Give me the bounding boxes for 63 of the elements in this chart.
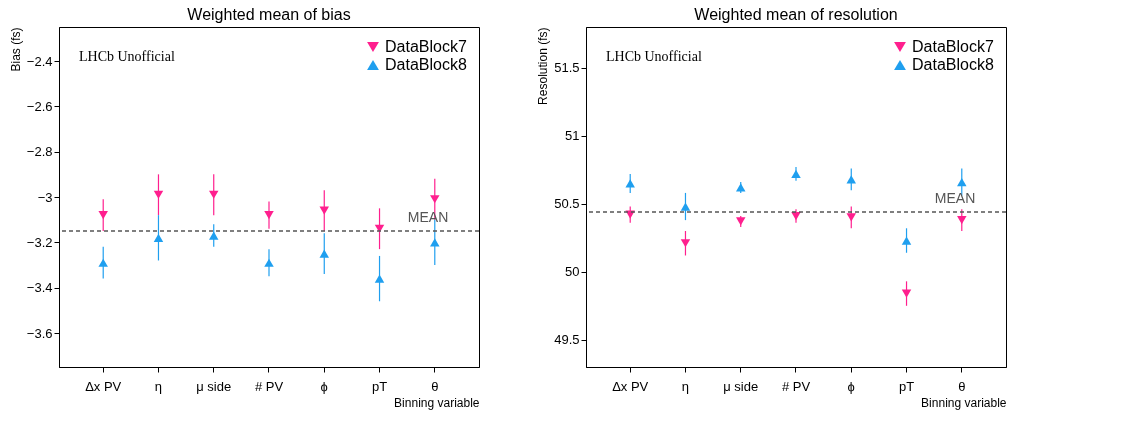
legend-label: DataBlock7 — [385, 38, 467, 55]
point — [846, 213, 857, 222]
point — [98, 211, 108, 220]
chart-title: Weighted mean of bias — [187, 6, 351, 23]
x-tick-label: η — [681, 378, 690, 394]
annotation: LHCb Unofficial — [606, 49, 702, 64]
point — [98, 258, 108, 267]
point — [153, 233, 164, 242]
y-tick-label: −2.6 — [26, 98, 53, 114]
y-tick-label: −2.4 — [26, 53, 53, 69]
point — [901, 289, 912, 298]
y-tick-label: 50.5 — [554, 196, 580, 212]
annotation: LHCb Unofficial — [79, 49, 175, 64]
x-axis-title: Binning variable — [921, 395, 1007, 410]
point — [319, 249, 330, 258]
point — [153, 190, 164, 199]
point — [264, 211, 274, 220]
y-tick-label: 49.5 — [554, 332, 580, 348]
legend-label: DataBlock8 — [385, 56, 467, 73]
y-tick-label: −3 — [37, 189, 53, 205]
legend-label: DataBlock7 — [912, 38, 994, 55]
point — [319, 206, 330, 215]
y-tick-label: −3.2 — [26, 234, 53, 250]
x-tick-label: Δx PV — [612, 378, 649, 394]
y-tick-label: 51 — [565, 128, 580, 144]
point — [208, 231, 219, 240]
point — [374, 274, 385, 283]
point — [735, 183, 746, 192]
point — [430, 238, 440, 247]
point — [957, 177, 967, 187]
x-tick-label: θ — [958, 378, 966, 394]
x-tick-label: ϕ — [847, 378, 855, 394]
legend-label: DataBlock8 — [912, 56, 994, 73]
x-axis-title: Binning variable — [394, 395, 480, 410]
y-tick-label: −2.8 — [26, 144, 53, 160]
chart-title: Weighted mean of resolution — [694, 6, 898, 23]
y-axis-title: Bias (fs) — [8, 27, 23, 72]
x-tick-label: Δx PV — [85, 378, 122, 394]
x-tick-label: η — [154, 378, 163, 394]
x-tick-label: μ side — [723, 378, 759, 394]
x-tick-label: pT — [898, 378, 915, 394]
point — [791, 169, 801, 178]
x-tick-label: # PV — [781, 378, 811, 394]
point — [430, 195, 440, 204]
y-tick-label: 51.5 — [554, 60, 580, 76]
y-tick-label: −3.6 — [26, 325, 53, 341]
x-tick-label: pT — [371, 378, 388, 394]
point — [680, 239, 691, 248]
point — [735, 217, 746, 226]
x-tick-label: θ — [431, 378, 439, 394]
point — [264, 258, 274, 267]
x-tick-label: ϕ — [320, 378, 328, 394]
point — [901, 236, 912, 245]
x-tick-label: μ side — [196, 378, 232, 394]
point — [680, 202, 691, 211]
point — [957, 216, 967, 225]
x-tick-label: # PV — [254, 378, 284, 394]
y-axis-title: Resolution (fs) — [536, 27, 551, 105]
ref-line-label: MEAN — [934, 189, 976, 206]
y-tick-label: −3.4 — [26, 280, 53, 296]
point — [625, 179, 635, 188]
point — [208, 190, 219, 199]
y-tick-label: 50 — [565, 264, 580, 280]
